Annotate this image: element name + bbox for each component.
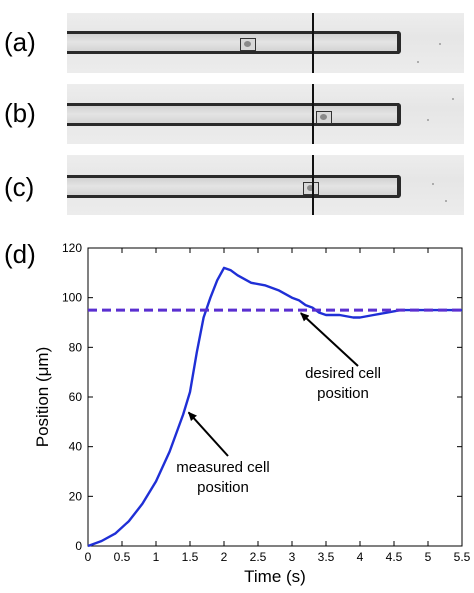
y-tick-label: 0	[75, 539, 82, 553]
x-tick-label: 4	[357, 550, 364, 564]
y-tick-label: 20	[69, 489, 83, 503]
panel-label-a: (a)	[4, 27, 36, 57]
x-tick-label: 0.5	[114, 550, 131, 564]
x-tick-label: 3.5	[318, 550, 335, 564]
annotation-arrow	[300, 312, 359, 367]
panel-label-d: (d)	[4, 239, 36, 269]
panel-label-b: (b)	[4, 98, 36, 128]
x-tick-label: 4.5	[386, 550, 403, 564]
y-axis-label: Position (μm)	[33, 347, 52, 447]
target-marker-line	[312, 155, 314, 215]
panel-label-c: (c)	[4, 172, 35, 202]
cell-box	[303, 182, 319, 195]
annotation-arrow	[187, 411, 229, 457]
position-chart: 0 0.5 1 1.5 2 2.5 3 3.5 4 4.5 5 5.5 0 20 40 60 80 100 120 T…	[33, 241, 471, 586]
cell-box	[240, 38, 256, 51]
measured-position-line	[87, 266, 462, 548]
cell-box	[316, 111, 332, 124]
y-tick-label: 80	[69, 340, 83, 354]
annotation-text: desired cell	[305, 365, 381, 382]
micrograph-c	[67, 155, 464, 215]
x-axis-label: Time (s)	[244, 567, 306, 586]
x-tick-label: 2	[221, 550, 228, 564]
x-tick-label: 3	[289, 550, 296, 564]
target-marker-line	[312, 84, 314, 144]
annotation-text: position	[317, 385, 369, 402]
x-tick-label: 1	[153, 550, 160, 564]
x-tick-label: 5.5	[454, 550, 471, 564]
x-tick-label: 5	[425, 550, 432, 564]
y-tick-label: 120	[62, 241, 82, 255]
target-marker-line	[312, 13, 314, 73]
annotation-text: position	[197, 479, 249, 496]
x-tick-label: 2.5	[250, 550, 267, 564]
y-tick-label: 40	[69, 440, 83, 454]
micrograph-b	[67, 84, 464, 144]
x-tick-label: 1.5	[182, 550, 199, 564]
x-tick-label: 0	[85, 550, 92, 564]
micrograph-a	[67, 13, 464, 73]
annotation-text: measured cell	[176, 459, 269, 476]
y-tick-label: 60	[69, 390, 83, 404]
y-tick-label: 100	[62, 291, 82, 305]
